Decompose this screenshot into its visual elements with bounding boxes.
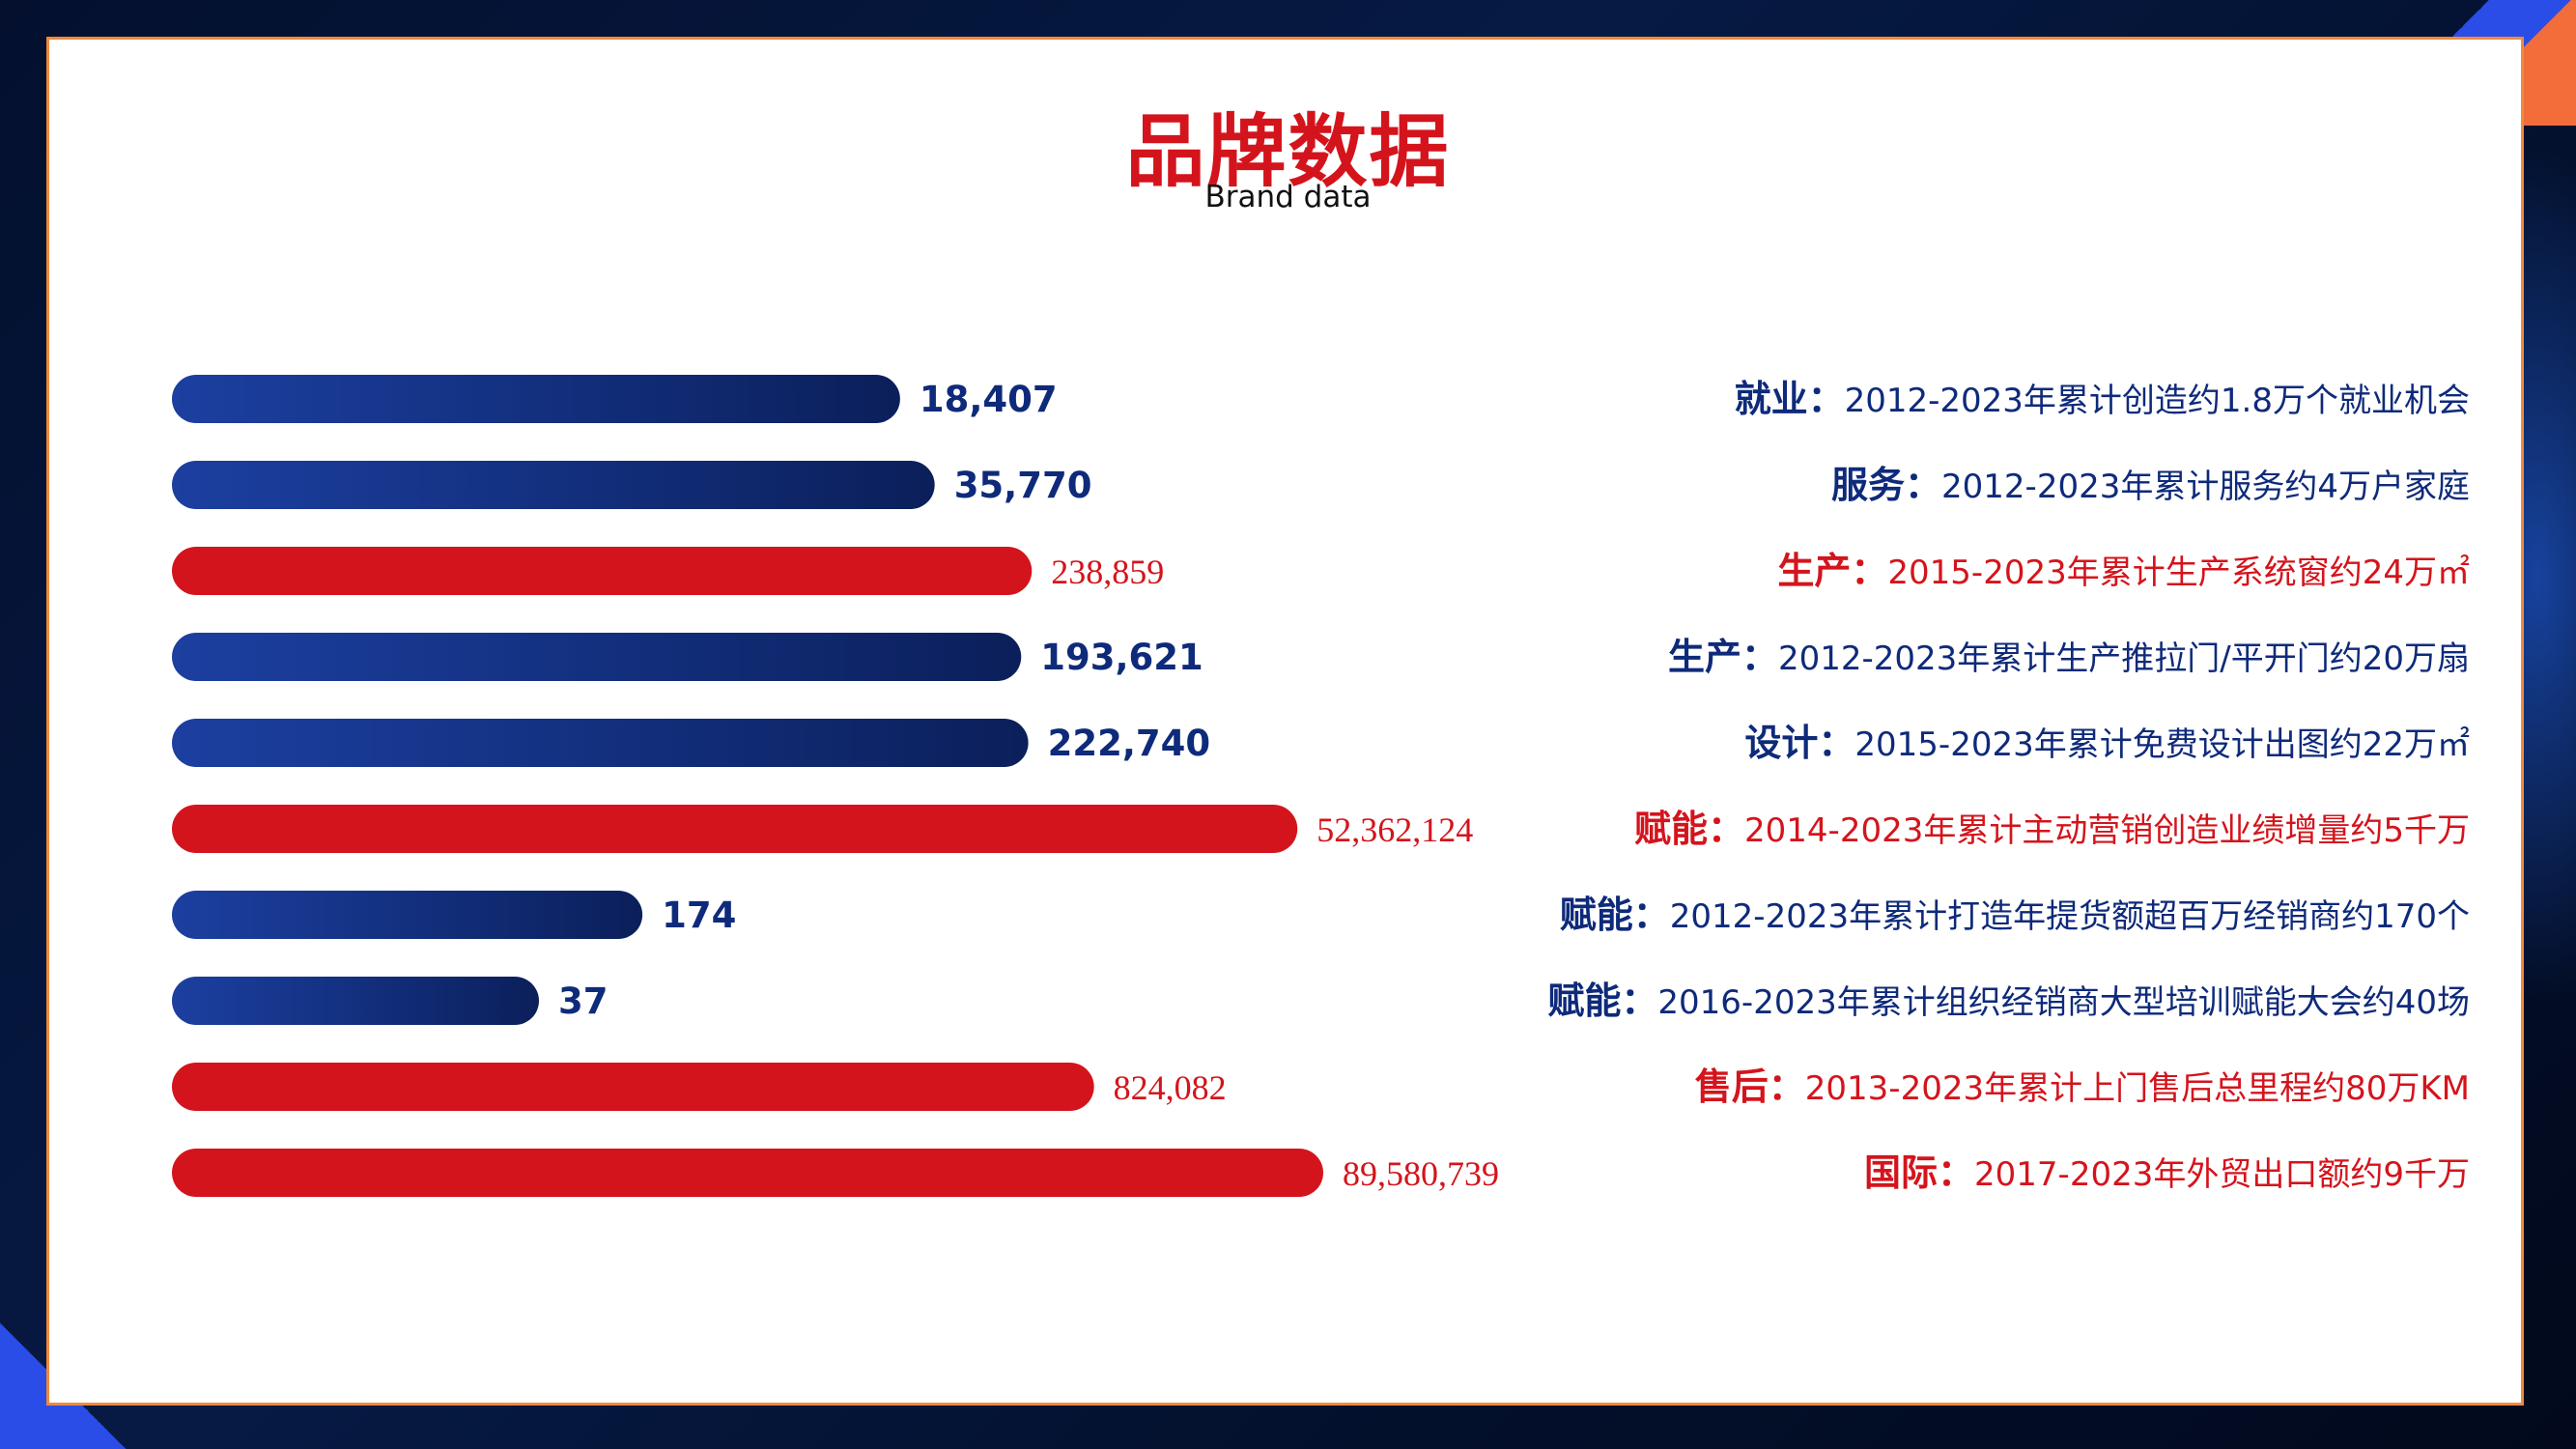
bar-value-label-0: 18,407 <box>920 379 1058 420</box>
description-label: 生产： <box>1667 636 1778 678</box>
description-label: 赋能： <box>1547 980 1658 1022</box>
bar-8 <box>172 1063 1094 1111</box>
description-label: 赋能： <box>1634 808 1745 850</box>
description-text: 2012-2023年累计创造约1.8万个就业机会 <box>1844 382 2470 420</box>
page-subtitle: Brand data <box>1204 180 1372 214</box>
bar-value-label-5: 52,362,124 <box>1316 810 1473 849</box>
bar-5 <box>172 805 1298 853</box>
bar-value-label-2: 238,859 <box>1051 553 1164 591</box>
bar-2 <box>172 547 1033 595</box>
description-row-7: 赋能：2016-2023年累计组织经销商大型培训赋能大会约40场 <box>1547 981 2470 1022</box>
description-text: 2012-2023年累计服务约4万户家庭 <box>1941 468 2470 506</box>
description-row-0: 就业：2012-2023年累计创造约1.8万个就业机会 <box>1735 380 2470 420</box>
bar-4 <box>172 719 1029 767</box>
description-text: 2017-2023年外贸出口额约9千万 <box>1974 1155 2470 1194</box>
description-label: 就业： <box>1734 378 1845 420</box>
description-text: 2014-2023年累计主动营销创造业绩增量约5千万 <box>1744 811 2470 850</box>
bar-1 <box>172 461 935 509</box>
bar-3 <box>172 633 1022 681</box>
description-text: 2012-2023年累计打造年提货额超百万经销商约170个 <box>1669 897 2470 936</box>
bar-value-label-9: 89,580,739 <box>1343 1154 1499 1193</box>
bar-7 <box>172 977 539 1025</box>
bar-value-label-3: 193,621 <box>1040 637 1203 678</box>
description-label: 设计： <box>1744 722 1855 764</box>
bar-value-label-8: 824,082 <box>1114 1068 1227 1107</box>
bar-0 <box>172 375 900 423</box>
description-label: 服务： <box>1831 464 1942 506</box>
description-row-2: 生产：2015-2023年累计生产系统窗约24万㎡ <box>1777 552 2470 592</box>
description-text: 2015-2023年累计免费设计出图约22万㎡ <box>1854 725 2470 764</box>
description-text: 2016-2023年累计组织经销商大型培训赋能大会约40场 <box>1657 983 2470 1022</box>
description-row-4: 设计：2015-2023年累计免费设计出图约22万㎡ <box>1744 724 2470 764</box>
page-title: 品牌数据 <box>1125 106 1451 198</box>
description-text: 2015-2023年累计生产系统窗约24万㎡ <box>1887 554 2470 592</box>
bar-6 <box>172 891 643 939</box>
bar-9 <box>172 1149 1323 1197</box>
description-label: 赋能： <box>1559 894 1670 936</box>
description-row-6: 赋能：2012-2023年累计打造年提货额超百万经销商约170个 <box>1560 895 2470 936</box>
description-label: 国际： <box>1864 1151 1975 1194</box>
description-row-1: 服务：2012-2023年累计服务约4万户家庭 <box>1831 466 2470 506</box>
bar-value-label-6: 174 <box>662 895 736 936</box>
description-row-3: 生产：2012-2023年累计生产推拉门/平开门约20万扇 <box>1668 638 2470 678</box>
description-row-5: 赋能：2014-2023年累计主动营销创造业绩增量约5千万 <box>1634 810 2470 850</box>
bar-value-label-4: 222,740 <box>1048 723 1211 764</box>
bar-value-label-1: 35,770 <box>954 465 1092 506</box>
description-row-8: 售后：2013-2023年累计上门售后总里程约80万KM <box>1695 1067 2470 1108</box>
description-label: 生产： <box>1777 550 1888 592</box>
description-text: 2013-2023年累计上门售后总里程约80万KM <box>1804 1069 2470 1108</box>
description-label: 售后： <box>1694 1065 1805 1108</box>
description-row-9: 国际：2017-2023年外贸出口额约9千万 <box>1864 1153 2470 1194</box>
bar-value-label-7: 37 <box>558 980 609 1022</box>
description-text: 2012-2023年累计生产推拉门/平开门约20万扇 <box>1777 639 2470 678</box>
